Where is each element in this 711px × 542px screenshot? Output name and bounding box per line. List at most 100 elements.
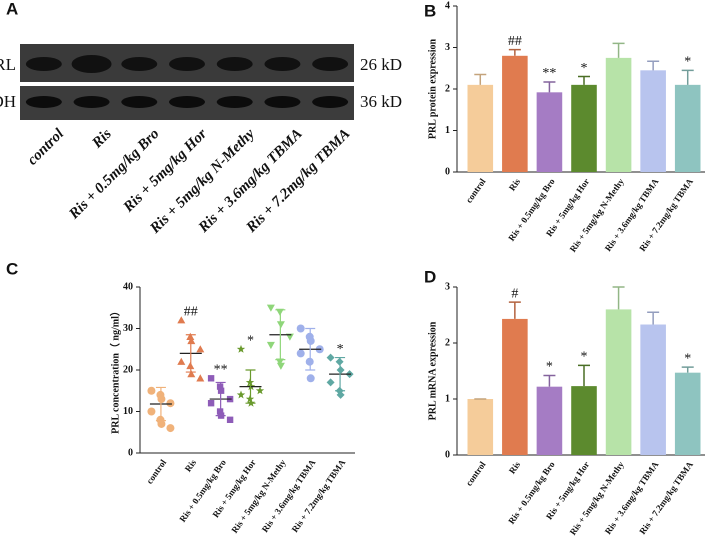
data-point	[255, 386, 265, 395]
bar	[571, 84, 597, 172]
sd-bar	[305, 327, 316, 371]
lane-label: Ris + 0.5mg/kg Bro	[66, 126, 163, 223]
significance-label: *	[337, 342, 344, 357]
error-bar	[647, 60, 660, 71]
bar	[674, 84, 701, 172]
error-bar	[508, 48, 521, 56]
data-point	[196, 345, 205, 353]
sd-bar	[215, 381, 226, 417]
data-point	[326, 353, 335, 362]
panel: C 0 10 20 30 40 PRL concentration（ ng/ml） contr…	[6, 259, 355, 535]
significance-label: *	[684, 55, 691, 70]
lane-label: control	[25, 125, 68, 168]
error-bar	[612, 286, 625, 310]
data-point	[147, 407, 156, 416]
significance-label: *	[684, 351, 691, 366]
y-tick-label: 2	[445, 83, 450, 94]
y-tick-label: 1	[445, 125, 450, 136]
row-label: GAPDH	[0, 92, 16, 111]
data-point	[306, 374, 315, 383]
bar	[605, 57, 632, 172]
y-tick-label: 2	[445, 337, 450, 348]
bar	[674, 372, 701, 455]
bar	[536, 92, 563, 172]
bar	[605, 309, 632, 455]
data-point	[236, 390, 246, 399]
y-tick-label: 3	[445, 42, 450, 53]
x-tick-label: Ris	[507, 176, 523, 192]
data-point	[296, 324, 305, 333]
data-point	[207, 400, 215, 407]
data-point	[326, 378, 335, 387]
lane-label: Ris	[89, 126, 115, 152]
band	[121, 96, 158, 108]
error-bar	[612, 42, 625, 58]
data-point	[177, 357, 186, 365]
y-tick-label: 30	[123, 323, 133, 334]
y-tick-label: 1	[445, 393, 450, 404]
panel-letter: C	[6, 259, 18, 278]
data-point	[207, 375, 215, 382]
panel-letter: A	[6, 0, 18, 18]
significance-label: *	[546, 360, 553, 375]
y-tick-label: 0	[445, 166, 450, 177]
bar	[467, 84, 494, 172]
data-point	[177, 316, 186, 324]
data-point	[275, 358, 284, 366]
error-bar	[578, 364, 590, 387]
bar	[502, 55, 528, 172]
bar	[467, 399, 494, 455]
band	[312, 57, 349, 71]
bar	[640, 70, 666, 172]
size-label: 26 kD	[360, 55, 402, 74]
data-point	[157, 419, 166, 428]
x-tick-label: Ris	[183, 457, 199, 473]
bar	[536, 386, 563, 455]
bar	[502, 318, 528, 455]
band	[25, 96, 62, 108]
y-tick-label: 4	[445, 0, 450, 11]
y-tick-label: 0	[128, 447, 133, 458]
x-tick-label: Ris + 3.6mg/kg TBMA	[260, 457, 318, 534]
band	[71, 55, 112, 73]
significance-label: *	[247, 333, 254, 348]
y-tick-label: 40	[123, 281, 133, 292]
y-axis-label: PRL mRNA expression	[427, 321, 438, 420]
data-point	[236, 344, 246, 353]
x-tick-label: Ris	[507, 459, 523, 475]
error-bar	[578, 75, 590, 85]
error-bar	[647, 311, 660, 325]
band	[216, 57, 253, 71]
sd-bar	[335, 356, 346, 392]
y-axis-label: PRL protein expression	[427, 38, 438, 139]
sd-bar	[185, 334, 196, 373]
band	[312, 96, 349, 108]
y-tick-label: 10	[123, 406, 133, 417]
x-tick-label: Ris + 5mg/kg N-Methy	[229, 457, 288, 535]
error-bar	[474, 73, 487, 85]
error-bar	[543, 374, 556, 387]
significance-label: #	[511, 286, 518, 301]
bar	[640, 324, 666, 455]
western-blot	[20, 44, 354, 120]
band	[73, 96, 110, 108]
data-point	[166, 399, 175, 408]
significance-label: *	[581, 61, 588, 76]
y-axis-label: PRL concentration（ ng/ml）	[108, 306, 121, 434]
y-tick-label: 20	[123, 364, 133, 375]
data-point	[266, 304, 275, 312]
row-label: PRL	[0, 55, 16, 74]
band	[25, 57, 62, 71]
band	[121, 57, 158, 71]
band	[169, 96, 205, 108]
data-point	[296, 349, 305, 358]
band	[264, 57, 301, 71]
error-bar	[681, 69, 694, 85]
panel-letter: D	[424, 267, 436, 286]
data-point	[196, 374, 205, 382]
significance-label: *	[581, 350, 588, 365]
bar	[571, 386, 597, 455]
